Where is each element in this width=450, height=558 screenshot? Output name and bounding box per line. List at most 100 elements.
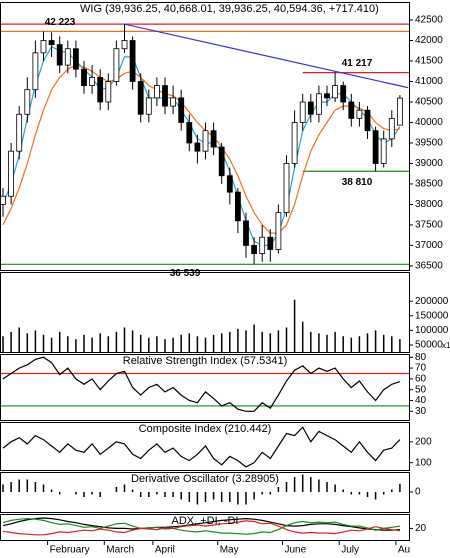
candle-body bbox=[0, 195, 6, 205]
panel-frame bbox=[0, 422, 410, 471]
series-line bbox=[2, 426, 401, 468]
candle-body bbox=[24, 89, 31, 115]
candle-body bbox=[396, 97, 403, 126]
y-tick-label: 40 bbox=[415, 395, 427, 406]
candle-body bbox=[388, 117, 395, 140]
candle-body bbox=[218, 146, 225, 177]
candle-body bbox=[356, 109, 363, 119]
candle-body bbox=[267, 236, 274, 250]
y-tick-label: 41500 bbox=[415, 56, 443, 67]
y-tick-label: 38000 bbox=[415, 199, 443, 210]
x-tick-label: February bbox=[50, 545, 90, 556]
panel-title: ADX, +DI, -DI bbox=[172, 515, 239, 527]
x-tick-label: Au bbox=[398, 545, 410, 556]
candle-body bbox=[291, 122, 298, 164]
level-label: 42 223 bbox=[45, 17, 76, 28]
y-tick-label: 20 bbox=[415, 523, 427, 534]
candle-body bbox=[113, 48, 120, 82]
y-tick-label: 60 bbox=[415, 374, 427, 385]
y-tick-label: 50 bbox=[415, 384, 427, 395]
candle-body bbox=[332, 85, 339, 99]
candle-body bbox=[186, 122, 193, 144]
panel-frame bbox=[0, 354, 410, 421]
y-tick-label: 40000 bbox=[415, 117, 443, 128]
x-tick-label: April bbox=[155, 545, 175, 556]
y-tick-label: 41000 bbox=[415, 76, 443, 87]
level-label: 41 217 bbox=[342, 58, 373, 69]
candle-body bbox=[8, 150, 15, 197]
candle-body bbox=[234, 191, 241, 222]
unit-label: x10 bbox=[442, 341, 450, 350]
y-tick-label: 80 bbox=[415, 352, 427, 363]
series-line bbox=[2, 520, 400, 536]
panel-title: Relative Strength Index (57.5341) bbox=[123, 355, 288, 367]
candle-body bbox=[32, 52, 39, 91]
candle-body bbox=[153, 85, 160, 99]
candle-body bbox=[348, 101, 355, 119]
candle-body bbox=[340, 85, 347, 103]
panel-frame bbox=[0, 272, 410, 353]
candle-body bbox=[16, 113, 23, 152]
candle-body bbox=[97, 77, 104, 103]
x-tick-label: July bbox=[341, 545, 359, 556]
y-tick-label: 37500 bbox=[415, 220, 443, 231]
candle-body bbox=[364, 109, 371, 132]
candle-body bbox=[145, 97, 152, 115]
series-line bbox=[2, 64, 401, 234]
candle-body bbox=[259, 236, 266, 255]
series-line bbox=[2, 356, 401, 412]
y-tick-label: 200 bbox=[415, 436, 432, 447]
y-tick-label: 50000 bbox=[415, 340, 443, 351]
level-label: 38 810 bbox=[342, 177, 373, 188]
candle-body bbox=[307, 101, 314, 115]
candle-body bbox=[380, 138, 387, 164]
candle-body bbox=[372, 130, 379, 164]
y-tick-label: 40500 bbox=[415, 97, 443, 108]
candle-body bbox=[243, 220, 249, 246]
panel-frame bbox=[0, 2, 410, 271]
panel-title: Derivative Oscillator (3.28905) bbox=[131, 473, 279, 485]
candle-body bbox=[226, 175, 233, 193]
y-tick-label: 42000 bbox=[415, 35, 443, 46]
y-tick-label: 0 bbox=[415, 487, 421, 498]
y-tick-label: 100 bbox=[415, 457, 432, 468]
series-line bbox=[2, 517, 400, 535]
candle-body bbox=[275, 212, 282, 250]
y-tick-label: 42500 bbox=[415, 15, 443, 26]
x-tick-label: March bbox=[106, 545, 134, 556]
candle-body bbox=[283, 163, 290, 214]
candle-body bbox=[121, 40, 128, 50]
panel-frame bbox=[0, 472, 410, 513]
x-tick-label: May bbox=[220, 545, 239, 556]
y-tick-label: 38500 bbox=[415, 179, 443, 190]
candle-body bbox=[194, 142, 201, 152]
y-tick-label: 36500 bbox=[415, 261, 443, 272]
x-tick-label: June bbox=[285, 545, 307, 556]
series-line bbox=[2, 517, 400, 531]
candle-body bbox=[137, 81, 144, 115]
y-tick-label: 30 bbox=[415, 406, 427, 417]
candle-body bbox=[251, 245, 258, 255]
candle-body bbox=[315, 93, 322, 115]
candle-body bbox=[162, 85, 168, 107]
trend-line bbox=[124, 23, 409, 89]
candle-body bbox=[210, 130, 217, 148]
y-tick-label: 37000 bbox=[415, 240, 443, 251]
panel-frame bbox=[0, 514, 410, 541]
candle-body bbox=[178, 97, 185, 123]
y-tick-label: 39500 bbox=[415, 138, 443, 149]
y-tick-label: 200000 bbox=[415, 296, 449, 307]
candle-body bbox=[48, 40, 55, 46]
y-tick-label: 150000 bbox=[415, 310, 449, 321]
candle-body bbox=[170, 97, 177, 107]
level-label: 36 539 bbox=[170, 268, 201, 279]
candle-body bbox=[299, 101, 306, 123]
candle-body bbox=[202, 130, 209, 152]
candle-body bbox=[40, 40, 47, 54]
candle-body bbox=[64, 48, 71, 66]
candle-body bbox=[129, 40, 136, 82]
y-tick-label: 100000 bbox=[415, 325, 449, 336]
candle-body bbox=[105, 81, 112, 103]
